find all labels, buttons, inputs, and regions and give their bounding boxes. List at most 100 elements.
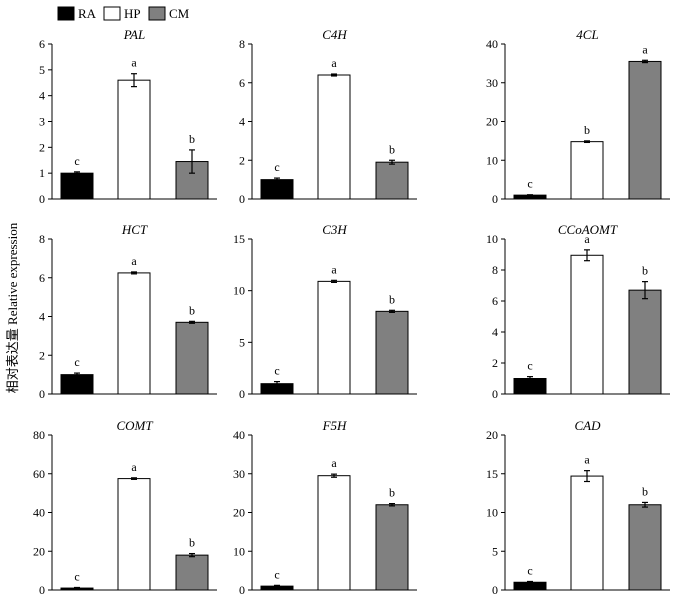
bar-cm [175,321,209,395]
chart-title: CAD [575,418,602,433]
bar-hp [117,79,151,200]
significance-letter: c [74,154,79,168]
significance-letter: c [527,359,532,373]
chart-panel-ccoaomt: 0 2 4 6 8 10 CCoAOMT c a b [486,222,670,401]
bar-cm [375,161,409,200]
bar-hp [117,272,151,395]
y-tick-label: 0 [492,192,498,206]
y-tick-label: 60 [33,467,45,481]
bar-cm [375,310,409,395]
significance-letter: c [274,160,279,174]
bar-ra [60,172,94,200]
legend-swatch-cm [148,6,166,21]
y-tick-label: 20 [33,544,45,558]
bar-hp [317,74,351,200]
significance-letter: a [131,254,137,268]
y-tick-label: 6 [39,271,45,285]
chart-panel-comt: 0 20 40 60 80 COMT c a b [33,418,217,597]
y-tick-label: 2 [39,348,45,362]
legend-label-ra: RA [78,6,97,21]
legend-swatch-ra [57,6,75,21]
y-tick-label: 5 [239,335,245,349]
y-tick-label: 6 [239,76,245,90]
y-tick-label: 4 [39,310,45,324]
significance-letter: a [331,262,337,276]
chart-title: CCoAOMT [558,222,618,237]
y-tick-label: 1 [39,166,45,180]
y-tick-label: 15 [486,467,498,481]
y-tick-label: 30 [233,467,245,481]
y-tick-label: 5 [39,63,45,77]
chart-title: F5H [322,418,347,433]
significance-letter: b [189,536,195,550]
significance-letter: c [74,569,79,583]
y-tick-label: 4 [492,325,498,339]
y-tick-label: 4 [239,115,245,129]
significance-letter: b [389,292,395,306]
bar-ra [260,179,294,200]
significance-letter: a [331,456,337,470]
chart-panel-cad: 0 5 10 15 20 CAD c a b [486,418,670,597]
bar-cm [175,554,209,591]
y-tick-label: 40 [486,37,498,51]
significance-letter: b [642,484,648,498]
y-tick-label: 0 [492,387,498,401]
significance-letter: c [74,355,79,369]
y-tick-label: 4 [39,89,45,103]
chart-title: PAL [123,27,145,42]
significance-letter: b [389,486,395,500]
chart-panel-f5h: 0 10 20 30 40 F5H c a b [233,418,417,597]
y-tick-label: 10 [486,153,498,167]
significance-letter: b [189,303,195,317]
y-axis-label: 相对表达量 Relative expression [5,222,20,393]
chart-panel-c3h: 0 5 10 15 C3H c a b [233,222,417,401]
y-tick-label: 20 [233,506,245,520]
chart-title: C4H [322,27,347,42]
y-tick-label: 3 [39,115,45,129]
y-tick-label: 0 [492,583,498,597]
chart-panel-hct: 0 2 4 6 8 HCT c a b [39,222,217,401]
y-tick-label: 20 [486,428,498,442]
chart-title: COMT [116,418,153,433]
y-tick-label: 15 [233,232,245,246]
legend: RA HP CM [57,6,190,21]
bar-hp [317,475,351,591]
y-tick-label: 10 [233,544,245,558]
bar-cm [628,504,662,591]
legend-label-hp: HP [124,6,141,21]
bar-cm [628,60,662,200]
bar-cm [628,289,662,395]
chart-title: 4CL [576,27,598,42]
y-tick-label: 0 [39,192,45,206]
y-tick-label: 8 [239,37,245,51]
bar-cm [375,504,409,591]
y-tick-label: 2 [39,140,45,154]
chart-panel-4cl: 0 10 20 30 40 4CL c b a [486,27,670,206]
y-tick-label: 40 [33,506,45,520]
bar-hp [570,254,604,395]
bar-hp [117,478,151,591]
y-tick-label: 30 [486,76,498,90]
y-tick-label: 0 [239,192,245,206]
chart-panel-pal: 0 1 2 3 4 5 6 PAL c a b [39,27,217,206]
significance-letter: b [389,142,395,156]
chart-title: HCT [121,222,148,237]
y-tick-label: 0 [39,583,45,597]
y-tick-label: 80 [33,428,45,442]
bar-hp [570,475,604,591]
legend-label-cm: CM [169,6,190,21]
y-tick-label: 20 [486,115,498,129]
y-tick-label: 6 [39,37,45,51]
y-tick-label: 5 [492,544,498,558]
legend-swatch-hp [103,6,121,21]
significance-letter: a [584,453,590,467]
y-tick-label: 0 [239,387,245,401]
significance-letter: a [331,56,337,70]
significance-letter: a [131,460,137,474]
y-tick-label: 2 [492,356,498,370]
y-tick-label: 8 [39,232,45,246]
bar-ra [60,374,94,395]
bar-hp [570,141,604,200]
chart-panel-c4h: 0 2 4 6 8 C4H c a b [239,27,417,206]
